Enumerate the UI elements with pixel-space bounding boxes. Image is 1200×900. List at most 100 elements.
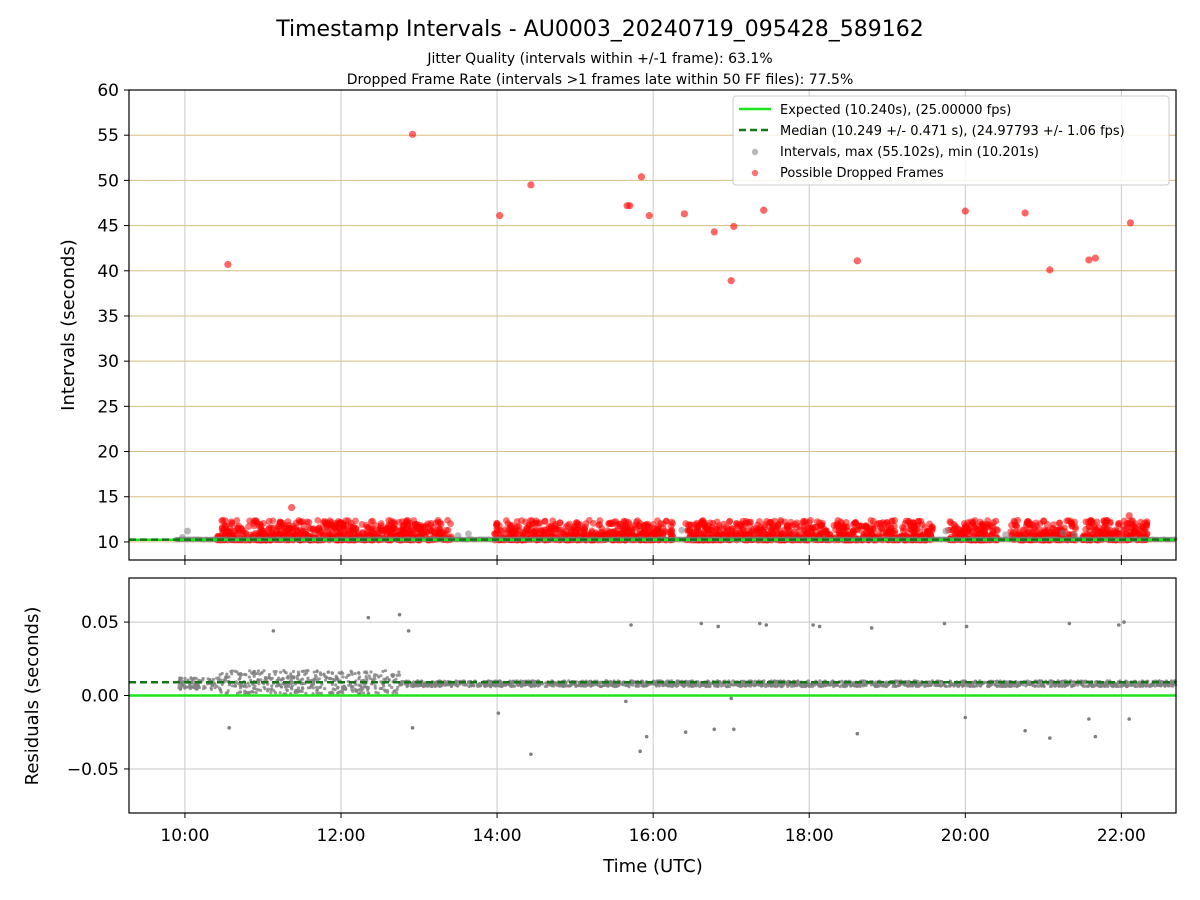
residual-point bbox=[323, 678, 328, 682]
residual-point bbox=[349, 669, 353, 673]
residual-point bbox=[263, 687, 267, 691]
residual-point bbox=[259, 678, 263, 682]
residual-point bbox=[247, 675, 251, 679]
residual-point bbox=[383, 669, 388, 673]
residual-point bbox=[335, 676, 339, 681]
residual-point bbox=[267, 675, 271, 679]
dropped-frame-point bbox=[1046, 266, 1054, 274]
dropped-frame-point bbox=[257, 522, 265, 529]
dropped-frame-point bbox=[1056, 519, 1063, 527]
top-ytick-label: 30 bbox=[97, 352, 119, 372]
residual-point bbox=[264, 676, 268, 680]
legend-intervals-label: Intervals, max (55.102s), min (10.201s) bbox=[780, 145, 1039, 160]
dropped-frame-point bbox=[214, 532, 222, 540]
dropped-frame-point bbox=[1126, 219, 1135, 227]
dropped-frame-point bbox=[1041, 526, 1049, 534]
dropped-frame-point bbox=[737, 522, 744, 529]
residual-point bbox=[269, 690, 273, 695]
dropped-frame-point bbox=[1138, 523, 1146, 531]
dropped-frame-point bbox=[1040, 517, 1047, 525]
dropped-frame-point bbox=[541, 517, 549, 525]
residual-point bbox=[273, 672, 277, 676]
dropped-frame-point bbox=[695, 522, 703, 530]
dropped-frame-point bbox=[701, 522, 709, 530]
residual-point bbox=[385, 676, 390, 680]
residual-point bbox=[270, 684, 274, 688]
residual-point bbox=[379, 674, 383, 678]
dropped-frame-point bbox=[549, 517, 557, 525]
residual-point bbox=[306, 676, 310, 680]
residual-point bbox=[256, 669, 260, 673]
dropped-frame-point bbox=[886, 527, 894, 535]
dropped-frame-point bbox=[685, 527, 693, 534]
dropped-frame-point bbox=[1091, 526, 1099, 534]
residual-point bbox=[254, 687, 259, 692]
residual-point bbox=[178, 686, 183, 691]
residual-point bbox=[341, 675, 345, 679]
residual-point bbox=[292, 676, 296, 680]
interval-point bbox=[942, 527, 950, 535]
dropped-frame-point bbox=[290, 524, 298, 532]
interval-point bbox=[1059, 529, 1067, 537]
top-ytick-label: 60 bbox=[97, 81, 119, 101]
dropped-frame-point bbox=[747, 528, 755, 536]
residual-point bbox=[183, 676, 187, 681]
residual-point bbox=[243, 672, 247, 677]
dropped-frame-point bbox=[668, 527, 676, 535]
dropped-frame-point bbox=[328, 528, 336, 536]
residual-point bbox=[355, 688, 359, 693]
dropped-frame-point bbox=[556, 519, 564, 527]
residual-point bbox=[388, 683, 392, 687]
residual-point bbox=[362, 670, 367, 674]
legend-intervals-swatch bbox=[751, 148, 759, 156]
residual-point bbox=[274, 684, 279, 688]
dropped-frame-point bbox=[221, 522, 229, 530]
residual-point bbox=[322, 673, 326, 677]
dropped-frame-point bbox=[348, 526, 356, 534]
residual-point bbox=[315, 688, 320, 692]
residual-point bbox=[312, 670, 316, 674]
dropped-frame-point bbox=[723, 527, 731, 535]
top-ytick-label: 55 bbox=[97, 126, 119, 146]
residual-point bbox=[259, 671, 264, 675]
dropped-frame-point bbox=[746, 521, 754, 529]
dropped-frame-point bbox=[576, 527, 584, 535]
dropped-frame-point bbox=[905, 518, 913, 525]
dropped-frame-point bbox=[713, 518, 721, 526]
residual-point bbox=[262, 669, 266, 673]
dropped-frame-point bbox=[287, 503, 296, 512]
dropped-frame-point bbox=[245, 523, 252, 530]
residual-point bbox=[250, 690, 254, 694]
dropped-frame-point bbox=[527, 181, 535, 189]
dropped-frame-point bbox=[816, 529, 824, 537]
residual-point bbox=[202, 686, 206, 691]
dropped-frame-point bbox=[233, 517, 241, 524]
residual-point bbox=[340, 685, 345, 689]
top-ytick-label: 10 bbox=[97, 533, 119, 553]
dropped-frame-point bbox=[377, 524, 385, 532]
residual-point bbox=[254, 690, 258, 695]
dropped-frame-point bbox=[423, 529, 430, 537]
residual-point bbox=[230, 672, 234, 676]
residual-point bbox=[281, 676, 285, 681]
residual-point bbox=[319, 685, 323, 689]
residual-point bbox=[270, 676, 274, 680]
residual-point bbox=[177, 683, 181, 687]
dropped-frame-point bbox=[228, 519, 236, 527]
residual-point bbox=[290, 680, 294, 685]
dropped-frame-point bbox=[250, 517, 258, 525]
dropped-frame-point bbox=[809, 524, 817, 531]
residual-point bbox=[337, 690, 341, 694]
dropped-frame-point bbox=[906, 525, 914, 533]
residual-point bbox=[346, 673, 350, 678]
dropped-frame-point bbox=[774, 521, 782, 529]
dropped-frame-point bbox=[314, 516, 322, 524]
residual-point bbox=[382, 677, 386, 681]
residual-point bbox=[188, 685, 192, 689]
residual-point bbox=[284, 671, 288, 675]
dropped-frame-point bbox=[978, 527, 985, 535]
dropped-frame-point bbox=[1119, 522, 1127, 530]
